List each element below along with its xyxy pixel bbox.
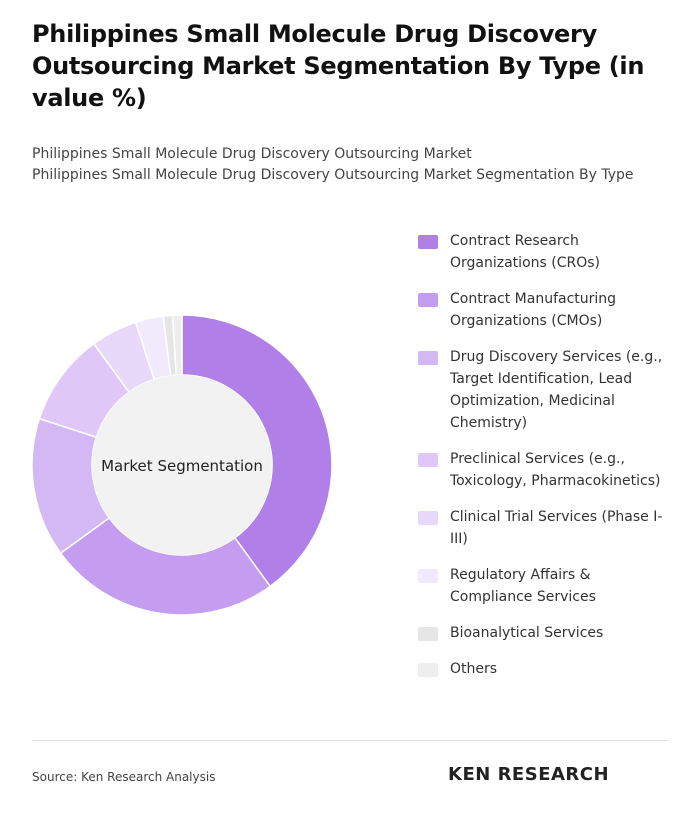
legend-item: Contract Research Organizations (CROs)	[418, 230, 668, 274]
legend-label: Contract Manufacturing Organizations (CM…	[450, 291, 617, 329]
donut-slice	[59, 516, 272, 616]
subtitle: Philippines Small Molecule Drug Discover…	[32, 167, 634, 183]
chart-title: Philippines Small Molecule Drug Discover…	[32, 20, 645, 112]
legend-swatch	[418, 627, 438, 641]
donut-chart: Market Segmentation	[31, 314, 333, 616]
legend-label: Drug Discovery Services (e.g., Target Id…	[450, 349, 663, 431]
legend-label: Preclinical Services (e.g., Toxicology, …	[450, 451, 661, 489]
legend-item: Preclinical Services (e.g., Toxicology, …	[418, 448, 668, 492]
legend-label: Contract Research Organizations (CROs)	[450, 233, 600, 271]
source: Source: Ken Research Analysis	[32, 770, 216, 784]
legend-item: Regulatory Affairs & Compliance Services	[418, 564, 668, 608]
donut-slice	[181, 314, 333, 588]
legend-swatch	[418, 453, 438, 467]
legend-label: Others	[450, 661, 498, 677]
legend-item: Drug Discovery Services (e.g., Target Id…	[418, 346, 668, 434]
legend-label: Clinical Trial Services (Phase I-III)	[450, 509, 663, 547]
center-label: Market Segmentation	[101, 457, 263, 475]
subtitle: Philippines Small Molecule Drug Discover…	[32, 146, 472, 162]
legend-item: Clinical Trial Services (Phase I-III)	[418, 506, 668, 550]
legend-item: Contract Manufacturing Organizations (CM…	[418, 288, 668, 332]
legend-item: Others	[418, 658, 668, 680]
divider	[32, 740, 668, 741]
legend-swatch	[418, 511, 438, 525]
legend-swatch	[418, 663, 438, 677]
legend-item: Bioanalytical Services	[418, 622, 668, 644]
legend-swatch	[418, 235, 438, 249]
legend-label: Bioanalytical Services	[450, 625, 604, 641]
legend: Contract Research Organizations (CROs) Co…	[418, 230, 668, 694]
legend-swatch	[418, 351, 438, 365]
legend-swatch	[418, 569, 438, 583]
legend-swatch	[418, 293, 438, 307]
legend-label: Regulatory Affairs & Compliance Services	[450, 567, 596, 605]
donut-hole	[92, 375, 272, 555]
logo: KEN RESEARCH	[448, 764, 610, 785]
